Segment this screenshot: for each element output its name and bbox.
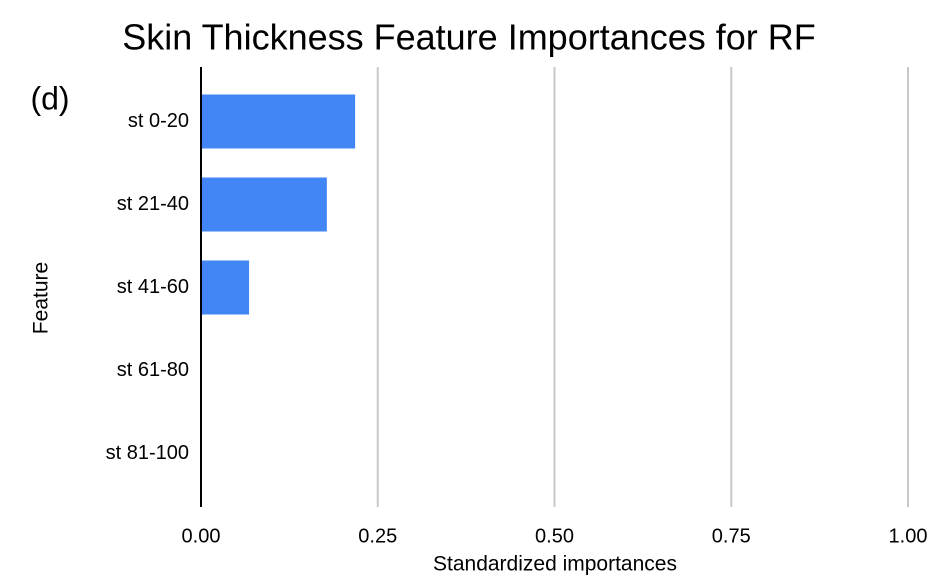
bar bbox=[201, 260, 250, 315]
y-tick-label: st 41-60 bbox=[117, 276, 189, 298]
y-tick-label: st 21-40 bbox=[117, 193, 189, 215]
x-tick-label: 0.00 bbox=[182, 525, 221, 547]
chart-title: Skin Thickness Feature Importances for R… bbox=[122, 17, 816, 58]
y-tick-label: st 81-100 bbox=[106, 442, 189, 464]
y-tick-label: st 0-20 bbox=[128, 110, 189, 132]
x-tick-label: 0.25 bbox=[358, 525, 397, 547]
bar bbox=[201, 177, 327, 232]
x-tick-label: 1.00 bbox=[889, 525, 928, 547]
x-tick-label: 0.50 bbox=[535, 525, 574, 547]
y-axis-label: Feature bbox=[30, 262, 53, 334]
x-tick-label: 0.75 bbox=[712, 525, 751, 547]
x-axis-label: Standardized importances bbox=[433, 553, 677, 576]
bar bbox=[201, 94, 356, 149]
y-tick-label: st 61-80 bbox=[117, 359, 189, 381]
annotation: (d) bbox=[30, 80, 69, 116]
